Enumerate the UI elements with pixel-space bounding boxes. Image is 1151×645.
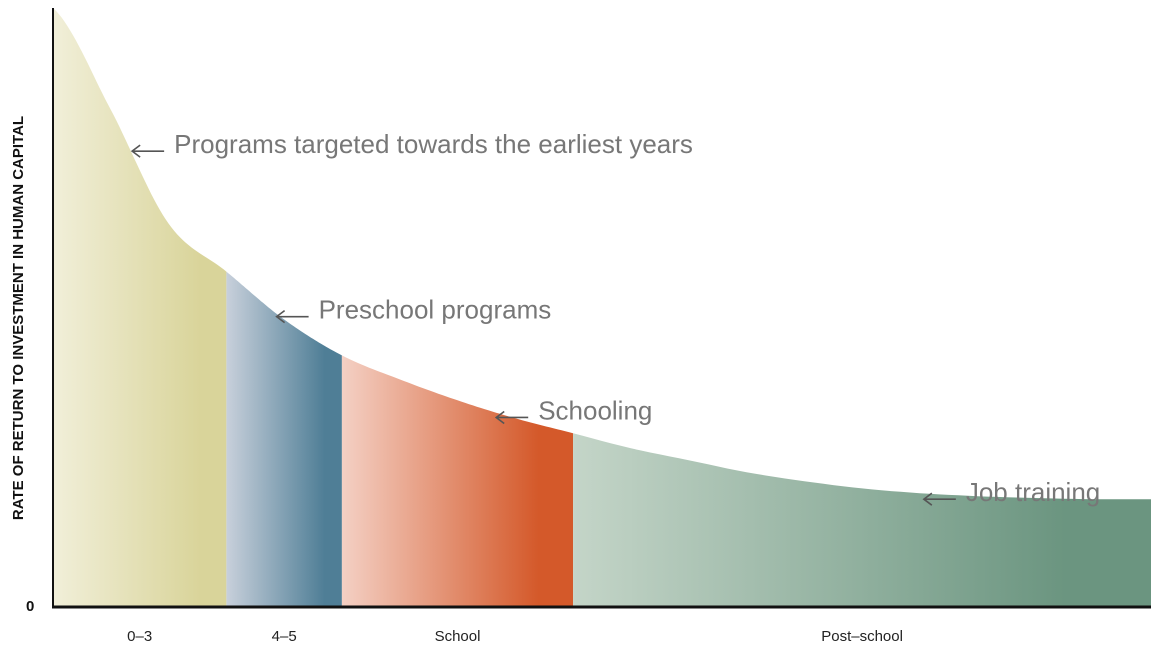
y-axis-label: RATE OF RETURN TO INVESTMENT IN HUMAN CA…: [10, 116, 27, 520]
x-tick-label: Post–school: [821, 628, 903, 645]
annotation-label: Schooling: [538, 395, 652, 425]
annotation: Programs targeted towards the earliest y…: [130, 129, 693, 159]
x-tick-label: 0–3: [127, 628, 152, 645]
area-segments: [53, 8, 1151, 607]
annotation: Preschool programs: [275, 295, 552, 325]
x-tick-label: 4–5: [272, 628, 297, 645]
annotation-arrow-icon: [494, 410, 529, 425]
annotation-label: Programs targeted towards the earliest y…: [174, 129, 693, 159]
area-segment-post-school: [573, 433, 1151, 607]
x-tick-labels: 0–3 4–5 School Post–school: [127, 628, 903, 645]
annotations: Programs targeted towards the earliest y…: [130, 129, 1100, 507]
x-tick-label: School: [435, 628, 481, 645]
area-segment-4-5: [226, 271, 342, 607]
annotation-arrow-icon: [922, 492, 956, 506]
area-segment-school: [341, 355, 574, 607]
annotation-arrow-icon: [275, 310, 309, 324]
annotation-label: Job training: [966, 477, 1100, 507]
y-zero-label: 0: [26, 598, 34, 615]
area-segment-0-3: [53, 8, 227, 607]
annotation-label: Preschool programs: [319, 295, 552, 325]
annotation: Job training: [922, 477, 1100, 507]
annotation: Schooling: [494, 395, 652, 425]
annotation-arrow-icon: [130, 144, 165, 158]
